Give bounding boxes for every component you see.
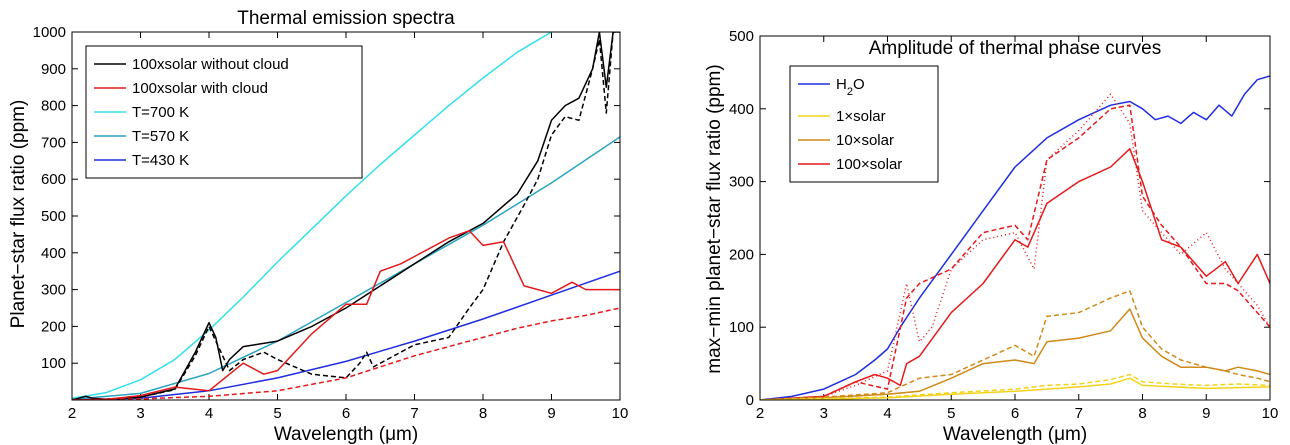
- series-line: [72, 32, 620, 400]
- x-tick-label: 6: [1011, 405, 1019, 422]
- legend-label: T=700 K: [132, 104, 189, 121]
- series-line: [760, 308, 1270, 400]
- x-tick-label: 6: [342, 405, 350, 422]
- legend-label: 10×solar: [836, 132, 894, 149]
- legend-label: 100xsolar without cloud: [132, 56, 289, 73]
- series-line: [760, 373, 1270, 400]
- x-tick-label: 9: [547, 405, 555, 422]
- series-line: [760, 148, 1270, 400]
- y-tick-label: 500: [41, 208, 66, 225]
- y-tick-label: 100: [729, 319, 754, 336]
- x-tick-label: 5: [947, 405, 955, 422]
- x-tick-label: 8: [479, 405, 487, 422]
- legend-label: 1×solar: [836, 108, 886, 125]
- x-tick-label: 5: [273, 405, 281, 422]
- x-axis-label: Wavelength (μm): [943, 424, 1087, 445]
- y-axis-label: Planet−star flux ratio (ppm): [8, 100, 29, 329]
- legend-label: 100×solar: [836, 156, 902, 173]
- y-tick-label: 600: [41, 171, 66, 188]
- left-chart: Thermal emission spectra Wavelength (μm)…: [8, 8, 628, 445]
- x-tick-label: 7: [1075, 405, 1083, 422]
- x-tick-label: 7: [410, 405, 418, 422]
- legend-label: 100xsolar with cloud: [132, 80, 268, 97]
- x-tick-label: 4: [883, 405, 891, 422]
- y-tick-label: 400: [729, 101, 754, 118]
- legend-label: H2O: [836, 76, 865, 98]
- y-axis-label: max−min planet−star flux ratio (ppm): [704, 64, 725, 373]
- y-tick-label: 300: [729, 174, 754, 191]
- x-tick-label: 3: [136, 405, 144, 422]
- chart-title: Amplitude of thermal phase curves: [869, 38, 1162, 59]
- series-line: [760, 290, 1270, 400]
- series-line: [760, 104, 1270, 400]
- series-line: [72, 270, 620, 400]
- axes-frame: [759, 35, 1271, 401]
- y-tick-label: 0: [746, 392, 754, 409]
- y-tick-label: 800: [41, 98, 66, 115]
- y-tick-label: 100: [41, 355, 66, 372]
- legend-label: T=430 K: [132, 152, 189, 169]
- series-line: [72, 229, 620, 400]
- y-tick-label: 1000: [33, 24, 66, 41]
- x-tick-label: 2: [68, 405, 76, 422]
- series-line: [760, 377, 1270, 400]
- x-tick-label: 9: [1202, 405, 1210, 422]
- chart-title: Thermal emission spectra: [237, 8, 455, 29]
- x-tick-label: 4: [205, 405, 213, 422]
- axes-frame: [71, 31, 621, 401]
- y-tick-label: 200: [729, 246, 754, 263]
- x-tick-label: 10: [1262, 405, 1279, 422]
- legend: 100xsolar without cloud 100xsolar with cl…: [85, 45, 363, 179]
- y-tick-label: 500: [729, 28, 754, 45]
- x-tick-label: 10: [612, 405, 629, 422]
- y-tick-label: 200: [41, 318, 66, 335]
- legend-label: T=570 K: [132, 128, 189, 145]
- y-tick-label: 400: [41, 245, 66, 262]
- plot-area: [71, 31, 621, 401]
- legend-box: [85, 45, 363, 179]
- series-line: [72, 32, 554, 399]
- y-tick-label: 700: [41, 134, 66, 151]
- series-line: [760, 93, 1270, 400]
- legend-box: [789, 65, 939, 183]
- x-tick-label: 2: [756, 405, 764, 422]
- series-line: [72, 307, 620, 400]
- x-axis-label: Wavelength (μm): [274, 424, 418, 445]
- y-tick-label: 900: [41, 61, 66, 78]
- right-chart: Amplitude of thermal phase curves Wavele…: [704, 28, 1278, 445]
- legend: H2O 1×solar 10×solar 100×solar: [789, 65, 939, 183]
- y-tick-label: 300: [41, 282, 66, 299]
- plot-area: [759, 35, 1271, 401]
- series-line: [72, 32, 620, 400]
- tick-labels: 2 3 4 5 6 7 8 9 10 100 200 300 400 500 600 700 800 900 100…: [33, 24, 629, 422]
- x-tick-label: 3: [820, 405, 828, 422]
- x-tick-label: 8: [1138, 405, 1146, 422]
